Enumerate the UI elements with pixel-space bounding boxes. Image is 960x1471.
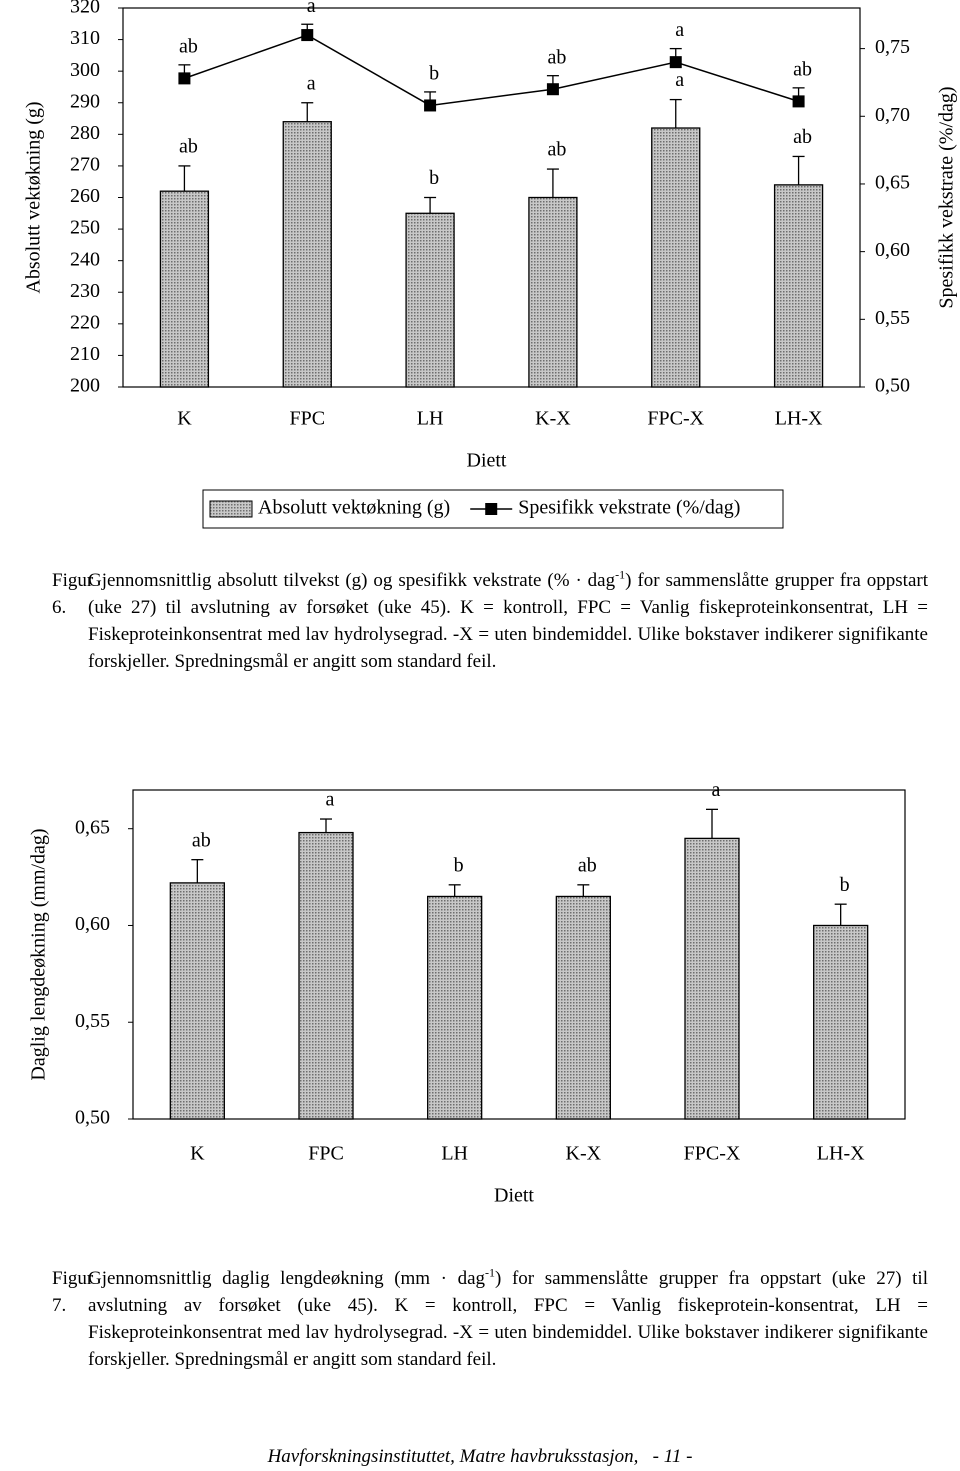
bar xyxy=(555,895,611,1120)
x-tick-label: K xyxy=(177,408,192,430)
y-tick-label: 0,65 xyxy=(75,816,110,838)
y2-tick-label: 0,55 xyxy=(875,307,910,329)
bar xyxy=(298,831,354,1120)
significance-letter: a xyxy=(675,19,684,41)
caption-part: Gjennomsnittlig absolutt tilvekst (g) og… xyxy=(88,570,616,591)
y-axis-title: Daglig lengdeøkning (mm/dag) xyxy=(28,828,50,1080)
y-tick-label: 240 xyxy=(70,248,100,270)
x-tick-label: LH xyxy=(441,1143,468,1165)
y-tick-label: 270 xyxy=(70,154,100,176)
y2-axis-title: Spesifikk vekstrate (%/dag) xyxy=(936,86,958,308)
x-tick-label: FPC xyxy=(308,1143,344,1165)
line-marker xyxy=(424,99,437,112)
y-tick-label: 220 xyxy=(70,311,100,333)
plot-frame xyxy=(132,789,906,1120)
significance-letter: a xyxy=(326,789,335,811)
y2-tick-label: 0,50 xyxy=(875,375,910,397)
y-axis-title: Absolutt vektøkning (g) xyxy=(23,101,45,293)
caption-sup: -1 xyxy=(485,1265,496,1280)
y-tick-label: 280 xyxy=(70,122,100,144)
caption-part: Gjennomsnittlig daglig lengdeøkning (mm … xyxy=(88,1268,486,1289)
legend-label: Spesifikk vekstrate (%/dag) xyxy=(518,497,740,519)
significance-letter: ab xyxy=(547,139,566,161)
x-tick-label: K-X xyxy=(566,1143,602,1165)
y2-tick-label: 0,60 xyxy=(875,239,910,261)
plot-frame xyxy=(122,7,861,388)
line-marker xyxy=(669,56,682,69)
x-tick-label: LH xyxy=(417,408,444,430)
legend-swatch xyxy=(485,503,498,515)
significance-letter: ab xyxy=(578,854,597,876)
legend-swatch xyxy=(209,500,253,518)
x-tick-label: FPC-X xyxy=(647,408,704,430)
y-tick-label: 310 xyxy=(70,27,100,49)
caption-label: Figur 6. xyxy=(52,570,94,618)
bar xyxy=(427,895,483,1120)
bar xyxy=(405,212,455,388)
bar xyxy=(159,190,210,388)
y-tick-label: 200 xyxy=(70,375,100,397)
caption-part: ) for sammenslåtte grupper fra oppstart … xyxy=(88,1268,928,1370)
page-number: - 11 - xyxy=(652,1446,693,1467)
line-marker xyxy=(178,72,191,85)
significance-letter: a xyxy=(307,72,316,94)
y-tick-label: 230 xyxy=(70,280,100,302)
x-axis-title: Diett xyxy=(467,450,507,472)
line-marker xyxy=(792,95,805,108)
significance-letter: ab xyxy=(192,829,211,851)
significance-letter: ab xyxy=(793,58,812,80)
y-tick-label: 0,60 xyxy=(75,913,110,935)
significance-letter: ab xyxy=(179,136,198,158)
significance-letter: ab xyxy=(793,126,812,148)
bar xyxy=(684,837,740,1120)
y-tick-label: 210 xyxy=(70,343,100,365)
y2-tick-label: 0,75 xyxy=(875,36,910,58)
y-tick-label: 300 xyxy=(70,59,100,81)
line-marker xyxy=(546,83,559,96)
caption-label: Figur 7. xyxy=(52,1268,94,1316)
footer: Havforskningsinstituttet, Matre havbruks… xyxy=(0,1446,960,1468)
y-tick-label: 290 xyxy=(70,90,100,112)
legend-label: Absolutt vektøkning (g) xyxy=(258,497,450,519)
significance-letter: b xyxy=(454,854,464,876)
x-tick-label: K xyxy=(190,1143,205,1165)
significance-letter: a xyxy=(307,0,316,17)
y-tick-label: 320 xyxy=(70,0,100,18)
x-tick-label: K-X xyxy=(535,408,571,430)
line xyxy=(184,34,799,107)
x-tick-label: FPC-X xyxy=(684,1143,741,1165)
bar xyxy=(528,196,578,388)
x-tick-label: LH-X xyxy=(775,408,823,430)
caption-text: Gjennomsnittlig absolutt tilvekst (g) og… xyxy=(88,567,928,675)
significance-letter: b xyxy=(429,63,439,85)
significance-letter: b xyxy=(840,874,850,896)
x-tick-label: LH-X xyxy=(817,1143,865,1165)
y2-tick-label: 0,70 xyxy=(875,104,910,126)
caption-part: ) for sammenslåtte grupper fra oppstart … xyxy=(88,570,928,672)
line-marker xyxy=(301,29,314,42)
x-tick-label: FPC xyxy=(289,408,325,430)
footer-text: Havforskningsinstituttet, Matre havbruks… xyxy=(267,1446,639,1467)
y2-tick-label: 0,65 xyxy=(875,172,910,194)
significance-letter: ab xyxy=(547,46,566,68)
caption-sup: -1 xyxy=(615,567,626,582)
x-axis-title: Diett xyxy=(494,1185,534,1207)
bar xyxy=(282,121,332,388)
bar xyxy=(651,127,701,388)
y-tick-label: 250 xyxy=(70,217,100,239)
bar xyxy=(773,184,824,388)
significance-letter: ab xyxy=(179,35,198,57)
caption-text: Gjennomsnittlig daglig lengdeøkning (mm … xyxy=(88,1265,928,1373)
significance-letter: a xyxy=(675,69,684,91)
y-tick-label: 0,50 xyxy=(75,1107,110,1129)
bar xyxy=(169,882,225,1120)
y-tick-label: 260 xyxy=(70,185,100,207)
legend-box xyxy=(202,489,784,529)
significance-letter: b xyxy=(429,167,439,189)
bar xyxy=(813,924,869,1120)
significance-letter: a xyxy=(712,779,721,801)
y-tick-label: 0,55 xyxy=(75,1010,110,1032)
